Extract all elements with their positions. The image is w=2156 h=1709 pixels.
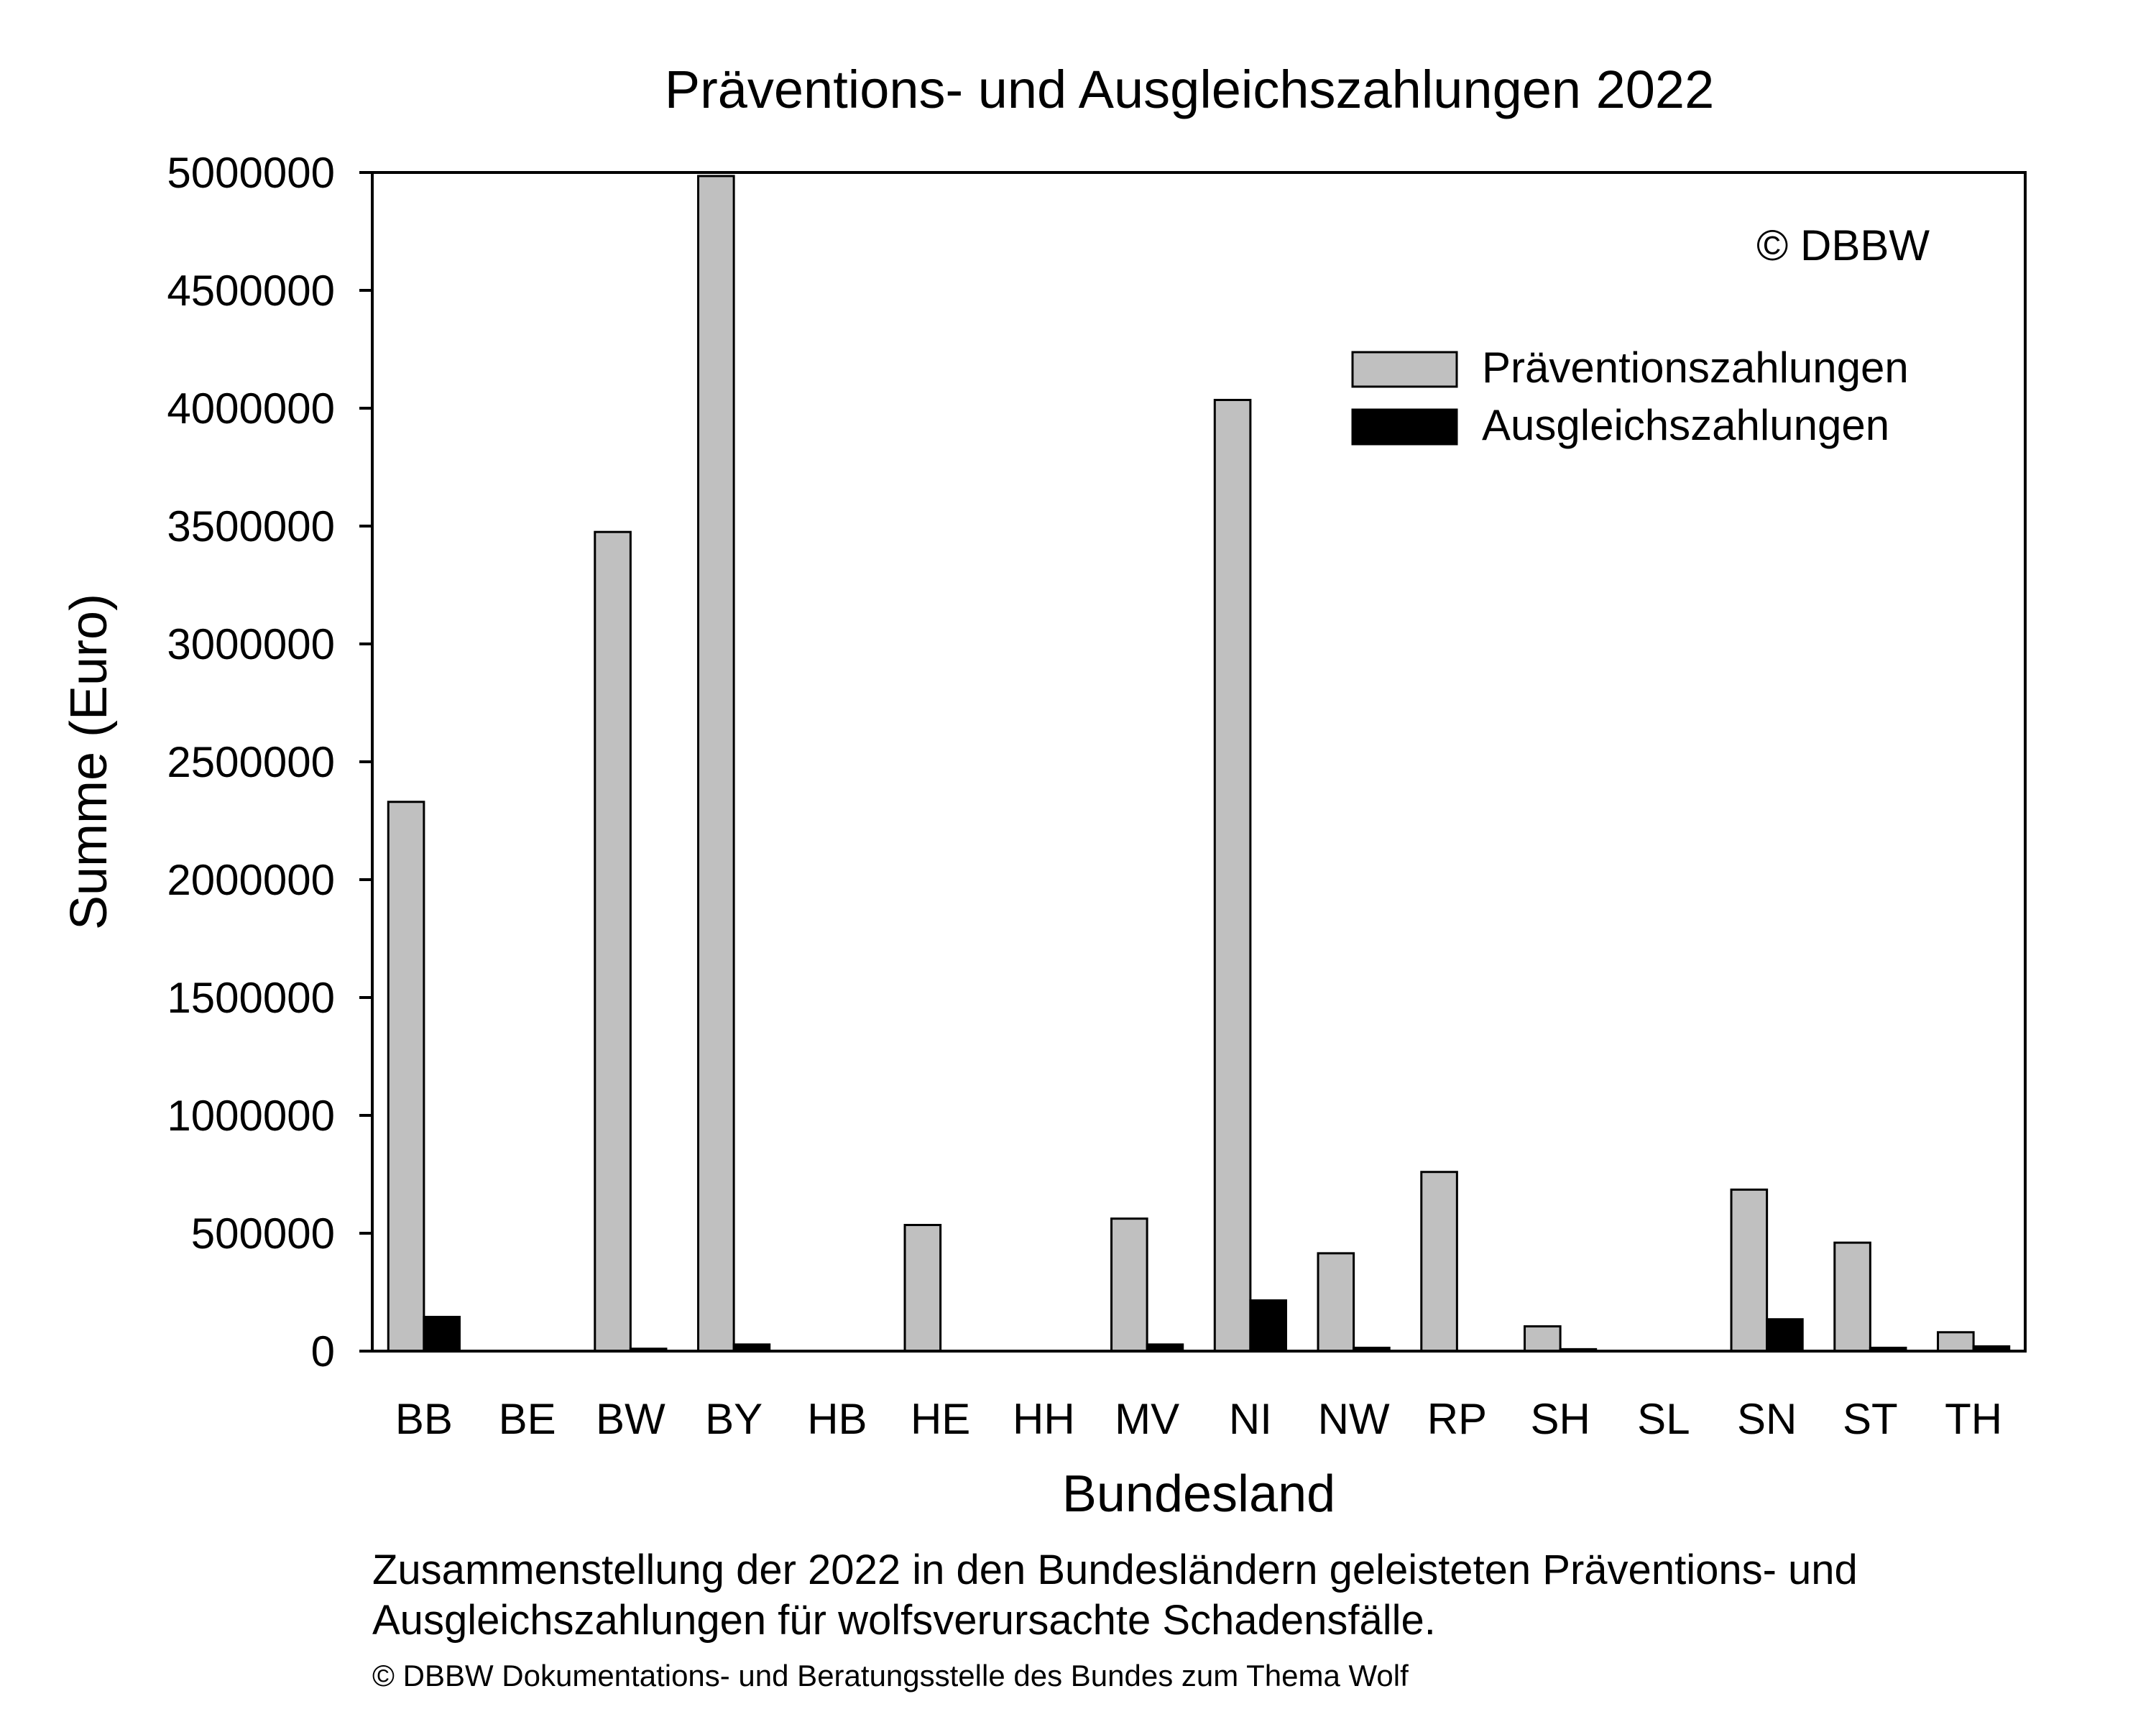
bar-ausgleich-ni <box>1249 1299 1287 1353</box>
x-tick-label: SN <box>1737 1395 1797 1443</box>
bar-praevention-st <box>1833 1241 1871 1353</box>
bar-praevention-ni <box>1213 399 1252 1353</box>
y-tick-label: 3500000 <box>167 502 335 551</box>
chart-title: Präventions- und Ausgleichszahlungen 202… <box>665 60 1715 119</box>
x-tick-label: NW <box>1318 1395 1390 1443</box>
legend: Präventionszahlungen Ausgleichszahlungen <box>1351 344 1909 449</box>
y-tick-label: 4000000 <box>167 384 335 433</box>
bar-ausgleich-sn <box>1766 1318 1804 1353</box>
x-tick-label: SL <box>1637 1395 1690 1443</box>
x-tick-label: BW <box>596 1395 665 1443</box>
bar-chart: Präventions- und Ausgleichszahlungen 202… <box>60 60 2027 1523</box>
x-tick-label: MV <box>1115 1395 1179 1443</box>
bar-praevention-sh <box>1524 1325 1562 1353</box>
y-tick-label: 500000 <box>191 1210 335 1258</box>
y-tick-label: 2000000 <box>167 856 335 904</box>
x-axis-label: Bundesland <box>1062 1465 1335 1523</box>
y-tick-label: 2500000 <box>167 738 335 786</box>
bar-ausgleich-bb <box>423 1315 461 1353</box>
bar-praevention-th <box>1937 1331 1975 1353</box>
bar-praevention-bb <box>387 801 425 1353</box>
legend-swatch-ausgleich <box>1351 408 1458 446</box>
y-tick-label: 0 <box>311 1327 335 1376</box>
x-tick-label: NI <box>1229 1395 1272 1443</box>
y-tick-label: 4500000 <box>167 267 335 315</box>
x-tick-label: HE <box>911 1395 970 1443</box>
y-tick-label: 1000000 <box>167 1092 335 1140</box>
figure-caption: Zusammenstellung der 2022 in den Bundesl… <box>372 1547 1858 1644</box>
bar-praevention-mv <box>1110 1217 1148 1353</box>
legend-label-ausgleich: Ausgleichszahlungen <box>1482 401 1889 449</box>
x-tick-label: BE <box>499 1395 556 1443</box>
x-tick-label: TH <box>1945 1395 2002 1443</box>
figure-credit: © DBBW Dokumentations- und Beratungsstel… <box>372 1659 1409 1692</box>
bars-group <box>387 175 2011 1353</box>
annotation-dbbw: © DBBW <box>1756 221 1930 270</box>
bar-praevention-rp <box>1420 1171 1458 1353</box>
x-tick-label: BB <box>395 1395 453 1443</box>
bar-praevention-nw <box>1317 1252 1355 1353</box>
bar-praevention-by <box>697 175 735 1353</box>
x-tick-label: SH <box>1530 1395 1590 1443</box>
y-tick-label: 5000000 <box>167 149 335 197</box>
x-tick-label: HH <box>1013 1395 1075 1443</box>
legend-swatch-praevention <box>1351 351 1458 388</box>
legend-label-praevention: Präventionszahlungen <box>1482 344 1909 392</box>
y-axis-label: Summe (Euro) <box>60 594 118 930</box>
y-axis-ticks: 0 500000 1000000 1500000 2000000 2500000 30000… <box>167 149 372 1376</box>
x-axis-ticks: BB BE BW BY HB HE HH MV NI NW RP SH SL SN ST TH <box>395 1395 2002 1443</box>
bar-praevention-bw <box>594 530 632 1353</box>
x-tick-label: RP <box>1427 1395 1487 1443</box>
x-tick-label: HB <box>807 1395 867 1443</box>
y-tick-label: 3000000 <box>167 620 335 668</box>
bar-praevention-he <box>903 1224 942 1353</box>
x-tick-label: BY <box>705 1395 763 1443</box>
bar-praevention-sn <box>1730 1188 1769 1353</box>
x-tick-label: ST <box>1843 1395 1898 1443</box>
plot-frame <box>371 171 2027 1353</box>
y-tick-label: 1500000 <box>167 974 335 1022</box>
